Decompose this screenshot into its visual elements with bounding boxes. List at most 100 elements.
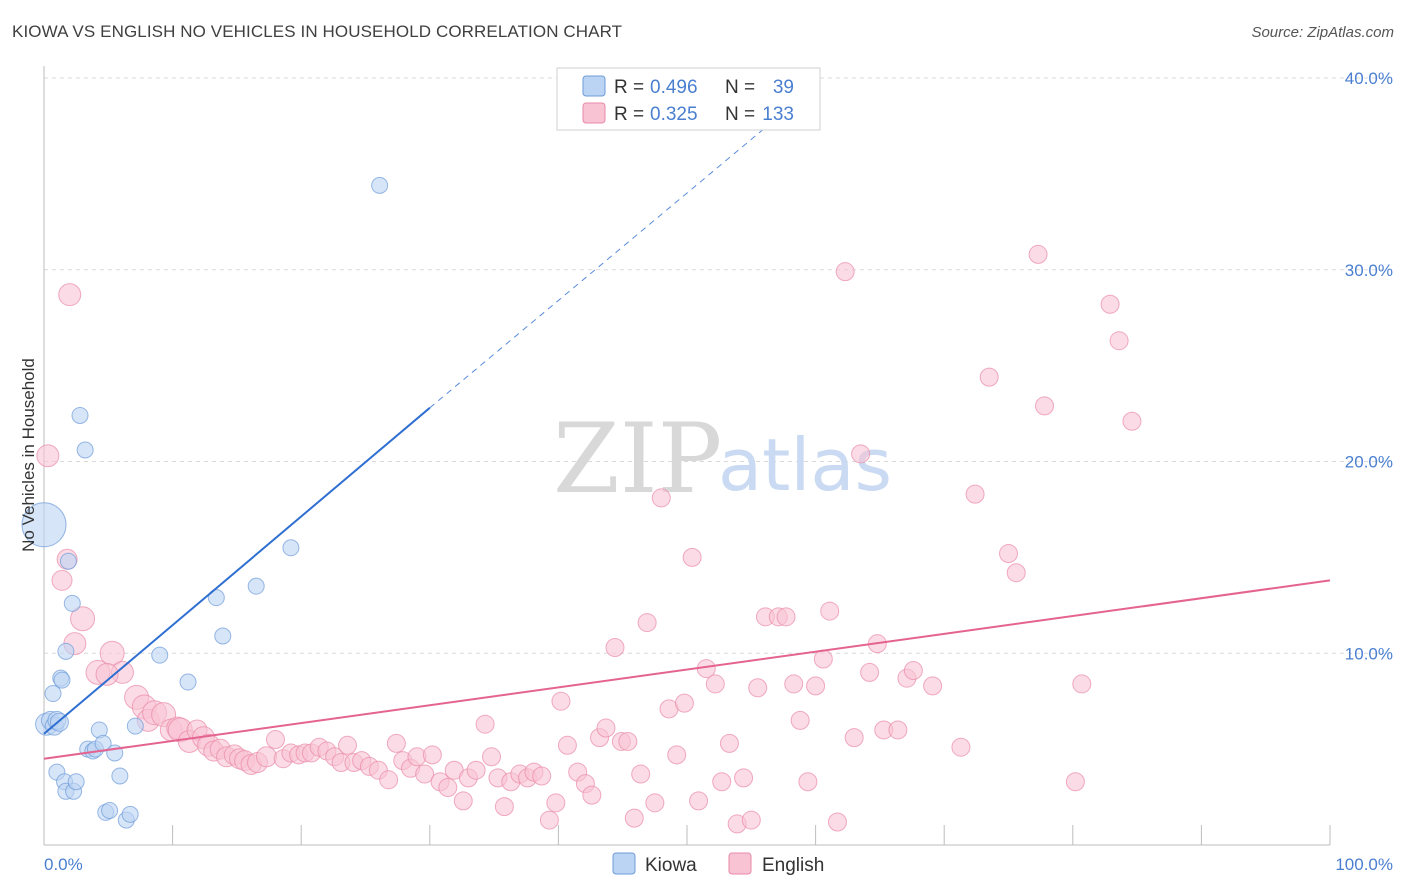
bottom-legend-english-swatch [728,852,752,875]
legend-english-r-value: 0.325 [650,104,698,125]
english-point-3 [58,283,82,307]
english-point-111 [860,662,880,682]
english-point-120 [979,367,999,387]
english-point-102 [790,710,810,730]
legend-english-r-label: R = [614,104,644,125]
english-point-100 [776,607,796,627]
watermark-zip: ZIP [553,403,722,515]
english-point-84 [651,488,671,508]
legend-kiowa-r-value: 0.496 [650,77,698,98]
legend-english-swatch [582,102,606,124]
kiowa-point-34 [214,627,232,645]
english-point-101 [784,674,804,694]
english-point-127 [1100,294,1120,314]
y-axis-label: No Vehicles in Household [19,358,38,552]
english-point-69 [546,793,566,813]
y-tick-label-1: 20.0% [1345,453,1393,472]
english-point-59 [475,714,495,734]
english-point-71 [557,735,577,755]
english-point-96 [741,810,761,830]
legend-kiowa-swatch [582,75,606,97]
x-tick-label-0: 0.0% [44,855,83,874]
kiowa-point-12 [71,406,89,424]
kiowa-point-32 [179,673,197,691]
english-points [36,244,1142,834]
kiowa-point-35 [247,577,265,595]
english-point-51 [415,764,435,784]
english-point-87 [674,693,694,713]
kiowa-point-33 [207,589,225,607]
english-point-97 [748,678,768,698]
kiowa-point-18 [67,773,85,791]
legend-english-n-value: 133 [762,104,794,125]
chart-source: Source: ZipAtlas.com [1251,24,1394,41]
english-point-118 [951,737,971,757]
english-point-92 [712,772,732,792]
x-tick-label-1: 100.0% [1335,855,1393,874]
english-point-88 [682,547,702,567]
bottom-legend-kiowa-label: Kiowa [645,855,697,876]
english-point-123 [1028,244,1048,264]
english-point-114 [888,720,908,740]
kiowa-point-36 [282,539,300,557]
legend-english-n-label: N = [725,104,755,125]
tick-labels: 10.0% 20.0% 30.0% 40.0% 0.0% 100.0% [44,69,1393,874]
bottom-legend-english-label: English [762,855,824,876]
kiowa-point-8 [53,671,71,689]
english-trend-line [43,579,1331,760]
grid-layer [44,77,1390,654]
english-point-128 [1109,331,1129,351]
kiowa-point-31 [151,646,169,664]
english-point-56 [453,791,473,811]
english-point-76 [596,718,616,738]
chart-title: KIOWA VS ENGLISH NO VEHICLES IN HOUSEHOL… [12,22,623,41]
english-point-106 [820,601,840,621]
english-point-41 [337,735,357,755]
bottom-legend-kiowa-swatch [612,852,636,875]
y-tick-label-2: 30.0% [1345,261,1393,280]
english-point-104 [806,676,826,696]
watermark-atlas: atlas [718,423,892,507]
english-point-67 [532,766,552,786]
kiowa-point-30 [126,717,144,735]
english-point-0 [36,444,60,468]
kiowa-point-11 [63,594,81,612]
english-point-109 [844,728,864,748]
english-point-31 [265,730,285,750]
english-point-68 [539,810,559,830]
top-legend: R = 0.496 N = 39 R = 0.325 N = 133 [556,67,821,131]
legend-kiowa-n-label: N = [725,77,755,98]
english-point-124 [1035,396,1055,416]
english-point-80 [624,808,644,828]
english-point-2 [51,569,73,591]
kiowa-point-29 [121,805,139,823]
english-point-86 [667,745,687,765]
trend-layer [43,106,1331,760]
english-point-103 [798,772,818,792]
english-point-91 [705,674,725,694]
legend-kiowa-n-value: 39 [773,77,794,98]
english-point-79 [618,731,638,751]
english-point-82 [637,613,657,633]
kiowa-point-9 [57,642,75,660]
english-point-77 [605,637,625,657]
english-point-117 [923,676,943,696]
bottom-legend: Kiowa English [612,852,824,876]
english-point-54 [438,777,458,797]
english-point-83 [645,793,665,813]
english-point-129 [1122,411,1142,431]
english-point-126 [1072,674,1092,694]
english-point-74 [582,785,602,805]
english-point-58 [466,760,486,780]
english-point-119 [965,484,985,504]
watermark: ZIP atlas [553,403,892,515]
kiowa-points [21,176,389,829]
english-point-95 [734,768,754,788]
english-point-62 [494,797,514,817]
english-point-52 [422,745,442,765]
kiowa-trend-line [43,407,431,735]
english-point-116 [903,661,923,681]
kiowa-point-25 [101,801,119,819]
y-tick-label-0: 10.0% [1345,644,1393,663]
